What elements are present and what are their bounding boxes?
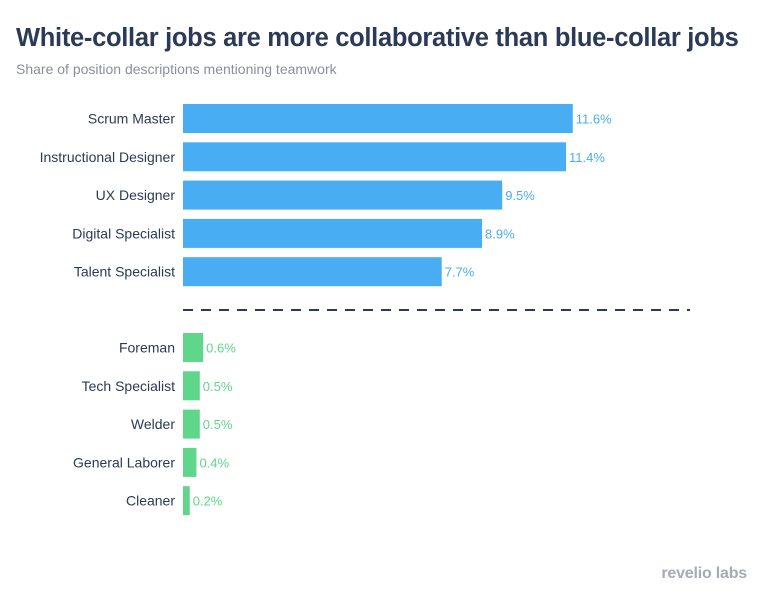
bar-tech-specialist (183, 371, 200, 401)
value-label: 11.4% (569, 150, 605, 165)
chart-subtitle: Share of position descriptions mentionin… (16, 61, 337, 77)
bar-general-laborer (183, 447, 197, 477)
category-label: General Laborer (73, 454, 175, 470)
bar-scrum-master (183, 104, 573, 133)
category-label: Instructional Designer (40, 149, 176, 165)
bar-instructional-designer (183, 142, 567, 172)
value-label: 0.4% (199, 455, 229, 470)
value-label: 9.5% (505, 188, 535, 203)
category-label: Welder (131, 416, 175, 432)
value-label: 0.2% (193, 494, 223, 509)
category-label: Foreman (119, 340, 175, 356)
bar-welder (183, 409, 200, 439)
bar-cleaner (183, 486, 190, 516)
category-label: Talent Specialist (74, 264, 175, 280)
revelio-labs-logo: revelio labs (661, 565, 747, 582)
category-label: UX Designer (96, 187, 176, 203)
bar-ux-designer (183, 180, 503, 210)
bar-foreman (183, 333, 204, 362)
chart-title: White-collar jobs are more collaborative… (16, 24, 739, 52)
category-label: Tech Specialist (82, 378, 175, 394)
value-label: 8.9% (485, 226, 515, 241)
value-label: 7.7% (445, 265, 475, 280)
category-label: Scrum Master (88, 111, 175, 127)
bar-talent-specialist (183, 257, 442, 287)
bar-digital-specialist (183, 218, 483, 248)
value-label: 0.5% (203, 379, 233, 394)
value-label: 11.6% (576, 112, 612, 127)
category-label: Cleaner (126, 493, 175, 509)
category-label: Digital Specialist (72, 225, 175, 241)
value-label: 0.6% (206, 341, 236, 356)
value-label: 0.5% (203, 417, 233, 432)
